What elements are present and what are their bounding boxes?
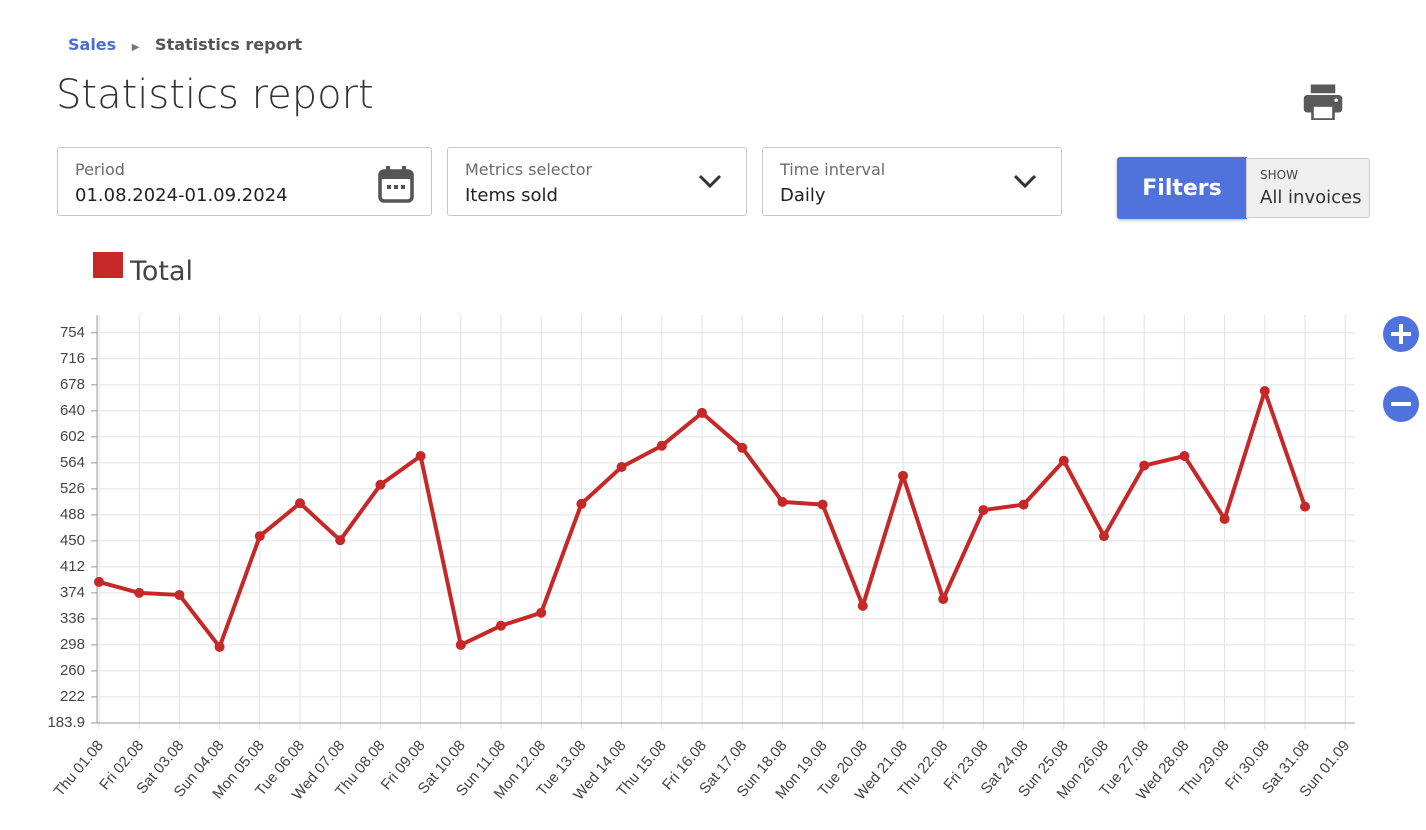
- field-label: Metrics selector: [465, 160, 593, 179]
- point: [496, 620, 506, 631]
- point: [1179, 450, 1190, 461]
- point: [898, 470, 908, 481]
- show-label: SHOW: [1260, 168, 1298, 182]
- point: [777, 496, 788, 507]
- point: [656, 440, 667, 451]
- legend-label[interactable]: Total: [130, 256, 194, 287]
- point: [576, 498, 587, 509]
- point: [214, 641, 225, 652]
- point: [415, 450, 426, 461]
- metrics-field[interactable]: Metrics selector Items sold: [447, 147, 747, 216]
- point: [938, 594, 949, 605]
- y-tick-label: 450: [60, 532, 85, 549]
- point: [536, 607, 547, 618]
- point: [1259, 385, 1270, 396]
- show-value: All invoices: [1260, 187, 1362, 208]
- point: [616, 461, 627, 472]
- y-tick-label: 564: [60, 454, 85, 471]
- y-tick-label: 336: [60, 610, 85, 627]
- field-value: 01.08.2024-01.09.2024: [75, 185, 288, 206]
- point: [697, 407, 707, 418]
- legend-swatch: [93, 252, 123, 278]
- y-tick-label: 640: [60, 402, 85, 419]
- calendar-icon: [378, 166, 414, 203]
- period-field[interactable]: Period 01.08.2024-01.09.2024: [57, 147, 432, 216]
- zoom-controls: [1383, 316, 1419, 422]
- point: [134, 587, 145, 598]
- point: [94, 576, 104, 587]
- point: [1300, 501, 1310, 512]
- y-tick-label: 716: [60, 350, 85, 367]
- chart: 183.9 222 260 298 336 374 412 450 488 526 564 602 64…: [47, 315, 1355, 803]
- point: [1139, 460, 1150, 471]
- y-tick-label: 602: [60, 428, 85, 445]
- point: [375, 479, 386, 490]
- point: [455, 639, 466, 650]
- x-tick-label: Thu 01.08: [51, 737, 107, 800]
- y-tick-label: 298: [60, 636, 85, 653]
- point: [978, 505, 989, 516]
- point: [1219, 513, 1230, 524]
- field-label: Period: [75, 160, 125, 179]
- chevron: [698, 174, 722, 189]
- show-toggle[interactable]: SHOW All invoices: [1246, 158, 1370, 218]
- filters-button[interactable]: Filters: [1117, 157, 1247, 219]
- point: [335, 535, 346, 546]
- point: [174, 589, 185, 600]
- page-title: Statistics report: [56, 72, 374, 118]
- field-label: Time interval: [780, 160, 886, 179]
- point: [1058, 455, 1069, 466]
- y-tick-label: 374: [60, 584, 85, 601]
- y-tick-label: 754: [60, 324, 85, 341]
- y-tick-label: 526: [60, 480, 85, 497]
- y-tick-label: 678: [60, 376, 85, 393]
- chevron: [1013, 174, 1037, 189]
- point: [737, 442, 748, 453]
- point: [1018, 499, 1029, 510]
- point: [817, 499, 828, 510]
- y-tick-label: 260: [60, 662, 85, 679]
- zoom-in[interactable]: [1383, 316, 1419, 352]
- print-icon[interactable]: [1302, 84, 1344, 120]
- field-value: Daily: [780, 185, 826, 206]
- field-value: Items sold: [465, 185, 558, 206]
- point: [295, 498, 305, 509]
- y-tick-label: 183.9: [47, 714, 85, 731]
- breadcrumb-link[interactable]: Sales: [68, 35, 117, 54]
- point: [857, 600, 868, 611]
- point: [254, 531, 265, 542]
- point: [1099, 531, 1109, 542]
- breadcrumb: Sales ▶ Statistics report: [68, 35, 302, 54]
- zoom-out[interactable]: [1383, 386, 1419, 422]
- y-tick-label: 488: [60, 506, 85, 523]
- breadcrumb-sep: ▶: [131, 42, 140, 53]
- interval-field[interactable]: Time interval Daily: [762, 147, 1062, 216]
- breadcrumb-current: Statistics report: [155, 35, 303, 54]
- y-tick-label: 222: [60, 688, 85, 705]
- y-tick-label: 412: [60, 558, 85, 575]
